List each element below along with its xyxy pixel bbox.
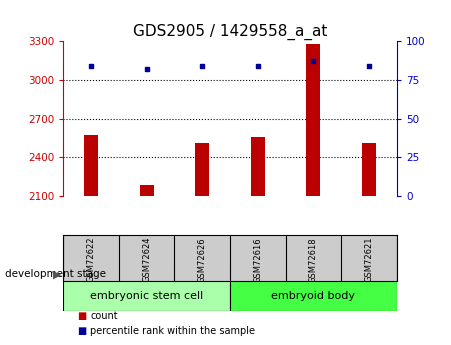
Bar [307, 44, 320, 196]
Text: ■: ■ [77, 311, 86, 321]
Point [87, 63, 95, 69]
Bar [230, 281, 397, 310]
Point [365, 63, 373, 69]
Text: development stage: development stage [5, 269, 106, 279]
Text: ■: ■ [77, 326, 86, 336]
Point [254, 63, 262, 69]
Bar [251, 137, 265, 196]
Title: GDS2905 / 1429558_a_at: GDS2905 / 1429558_a_at [133, 24, 327, 40]
Text: embryoid body: embryoid body [272, 291, 355, 301]
Text: ▶: ▶ [53, 269, 62, 279]
Text: count: count [90, 311, 118, 321]
Bar [63, 281, 230, 310]
Text: GSM72622: GSM72622 [87, 237, 96, 283]
Text: GSM72626: GSM72626 [198, 237, 207, 283]
Bar [195, 143, 209, 196]
Bar [84, 136, 98, 196]
Bar [140, 185, 153, 196]
Text: GSM72621: GSM72621 [364, 237, 373, 283]
Point [198, 63, 206, 69]
Text: embryonic stem cell: embryonic stem cell [90, 291, 203, 301]
Bar [362, 143, 376, 196]
Text: GSM72618: GSM72618 [309, 237, 318, 283]
Point [143, 67, 150, 72]
Text: percentile rank within the sample: percentile rank within the sample [90, 326, 255, 336]
Text: GSM72616: GSM72616 [253, 237, 262, 283]
Text: GSM72624: GSM72624 [142, 237, 151, 283]
Point [310, 59, 317, 64]
